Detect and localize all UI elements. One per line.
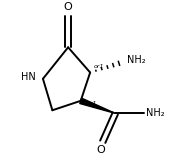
Polygon shape	[80, 98, 115, 113]
Text: NH₂: NH₂	[146, 108, 164, 118]
Text: O: O	[97, 145, 106, 155]
Text: or1: or1	[93, 64, 104, 69]
Text: or1: or1	[87, 101, 97, 106]
Text: O: O	[64, 2, 73, 12]
Text: NH₂: NH₂	[127, 55, 146, 65]
Text: HN: HN	[21, 72, 35, 82]
